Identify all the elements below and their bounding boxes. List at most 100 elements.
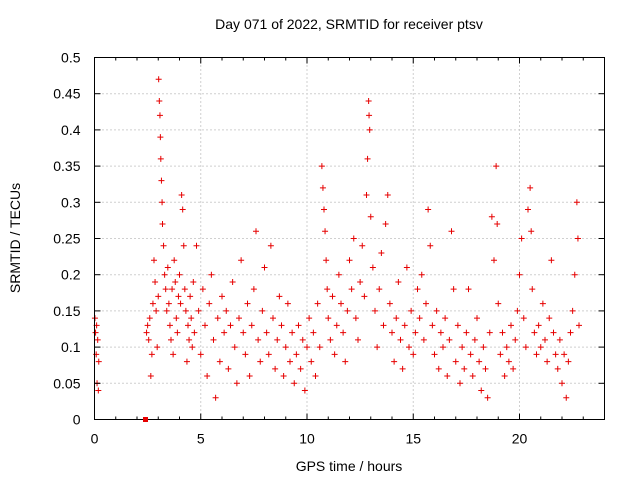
data-point bbox=[195, 307, 202, 314]
data-point bbox=[163, 307, 170, 314]
data-point bbox=[457, 380, 463, 387]
data-point bbox=[571, 271, 578, 278]
data-point bbox=[156, 97, 163, 104]
data-point bbox=[181, 286, 188, 293]
data-point bbox=[265, 351, 272, 358]
data-point bbox=[365, 97, 372, 104]
chart-title: Day 071 of 2022, SRMTID for receiver pts… bbox=[215, 16, 483, 32]
data-point bbox=[156, 112, 163, 119]
data-point bbox=[495, 300, 502, 307]
data-point bbox=[180, 242, 187, 249]
data-point bbox=[202, 322, 208, 329]
data-point bbox=[520, 315, 527, 322]
data-point bbox=[386, 300, 393, 307]
data-point bbox=[359, 242, 366, 249]
y-tick-label: 0.15 bbox=[53, 303, 80, 319]
data-point bbox=[166, 322, 173, 329]
data-point bbox=[301, 387, 308, 394]
data-point bbox=[95, 358, 102, 365]
data-point bbox=[191, 329, 198, 336]
data-point bbox=[550, 329, 557, 336]
data-point bbox=[565, 358, 572, 365]
data-point bbox=[246, 373, 253, 380]
data-point bbox=[143, 329, 150, 336]
y-tick-label: 0.45 bbox=[53, 86, 80, 102]
data-point bbox=[569, 307, 576, 314]
data-point bbox=[435, 365, 442, 372]
data-point bbox=[94, 336, 101, 343]
data-point bbox=[176, 271, 183, 278]
data-point bbox=[508, 322, 514, 329]
data-point bbox=[399, 365, 406, 372]
data-point bbox=[403, 264, 410, 271]
data-point bbox=[452, 358, 459, 365]
data-point bbox=[274, 336, 281, 343]
data-point bbox=[537, 344, 544, 351]
data-point bbox=[395, 278, 402, 285]
data-point bbox=[416, 315, 423, 322]
data-point bbox=[327, 336, 334, 343]
data-point bbox=[170, 351, 177, 358]
data-point bbox=[459, 344, 466, 351]
data-point bbox=[147, 373, 154, 380]
data-point bbox=[446, 336, 453, 343]
data-point bbox=[144, 322, 151, 329]
data-point bbox=[431, 351, 438, 358]
data-point bbox=[518, 235, 525, 242]
data-point bbox=[225, 365, 232, 372]
x-tick-label: 15 bbox=[405, 431, 421, 447]
data-point bbox=[482, 365, 489, 372]
data-point bbox=[516, 271, 523, 278]
y-tick-label: 0 bbox=[73, 412, 81, 428]
data-point bbox=[522, 344, 529, 351]
data-point bbox=[172, 278, 179, 285]
data-point bbox=[157, 134, 164, 141]
data-point bbox=[391, 358, 398, 365]
data-point bbox=[153, 307, 160, 314]
data-point bbox=[364, 155, 371, 162]
data-point bbox=[442, 315, 449, 322]
data-point bbox=[321, 206, 327, 213]
data-point bbox=[189, 344, 196, 351]
data-point bbox=[173, 315, 180, 322]
data-point bbox=[397, 336, 404, 343]
data-point bbox=[267, 242, 274, 249]
data-point bbox=[469, 373, 476, 380]
data-point bbox=[145, 336, 152, 343]
data-point bbox=[306, 315, 313, 322]
data-point bbox=[369, 264, 376, 271]
data-point bbox=[155, 76, 162, 83]
y-tick-label: 0.25 bbox=[53, 231, 80, 247]
data-point bbox=[159, 199, 166, 206]
data-point bbox=[531, 329, 538, 336]
data-point bbox=[554, 365, 561, 372]
data-point bbox=[363, 192, 370, 199]
data-point bbox=[212, 394, 219, 401]
data-point bbox=[236, 315, 242, 322]
data-point bbox=[374, 344, 381, 351]
data-point bbox=[573, 199, 580, 206]
data-point bbox=[401, 322, 408, 329]
data-points bbox=[91, 76, 582, 401]
data-point bbox=[418, 271, 425, 278]
data-point bbox=[231, 344, 238, 351]
data-point bbox=[253, 228, 259, 235]
data-point bbox=[204, 373, 211, 380]
data-point bbox=[92, 329, 99, 336]
grid bbox=[94, 57, 605, 420]
data-point bbox=[238, 257, 245, 264]
data-point bbox=[338, 300, 344, 307]
data-point bbox=[289, 329, 296, 336]
data-point bbox=[280, 373, 287, 380]
data-point bbox=[259, 307, 266, 314]
data-point bbox=[342, 358, 349, 365]
y-tick-label: 0.35 bbox=[53, 158, 80, 174]
data-point bbox=[539, 300, 546, 307]
data-point bbox=[223, 307, 230, 314]
data-point bbox=[429, 322, 436, 329]
data-point bbox=[248, 322, 255, 329]
data-point bbox=[544, 358, 551, 365]
data-point bbox=[423, 300, 429, 307]
data-point bbox=[514, 307, 521, 314]
